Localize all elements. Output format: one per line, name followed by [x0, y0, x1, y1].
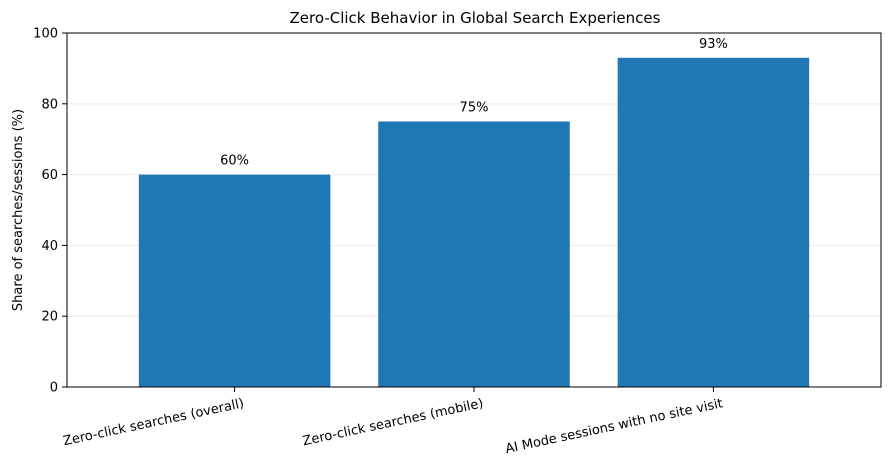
x-tick-label-3: AI Mode sessions with no site visit	[504, 396, 724, 457]
data-labels: 60% 75% 93%	[220, 37, 728, 169]
data-label-2: 75%	[460, 101, 489, 116]
y-ticks: 0 20 40 60 80 100	[33, 27, 67, 396]
x-tick-label-1: Zero-click searches (overall)	[62, 396, 246, 449]
x-tick-label-2: Zero-click searches (mobile)	[301, 396, 484, 449]
y-tick-label-100: 100	[33, 27, 58, 42]
y-tick-label-40: 40	[41, 239, 58, 254]
y-tick-label-20: 20	[41, 310, 58, 325]
y-axis-label: Share of searches/sessions (%)	[11, 109, 26, 311]
x-ticks: Zero-click searches (overall) Zero-click …	[62, 387, 724, 457]
bar-2	[378, 121, 570, 387]
y-tick-label-80: 80	[41, 97, 58, 112]
chart-title: Zero-Click Behavior in Global Search Exp…	[290, 9, 661, 27]
y-tick-label-0: 0	[50, 381, 58, 396]
bars	[138, 57, 810, 387]
y-tick-label-60: 60	[41, 168, 58, 183]
data-label-1: 60%	[220, 154, 249, 169]
bar-1	[138, 174, 331, 387]
bar-3	[617, 57, 810, 387]
data-label-3: 93%	[699, 37, 728, 52]
